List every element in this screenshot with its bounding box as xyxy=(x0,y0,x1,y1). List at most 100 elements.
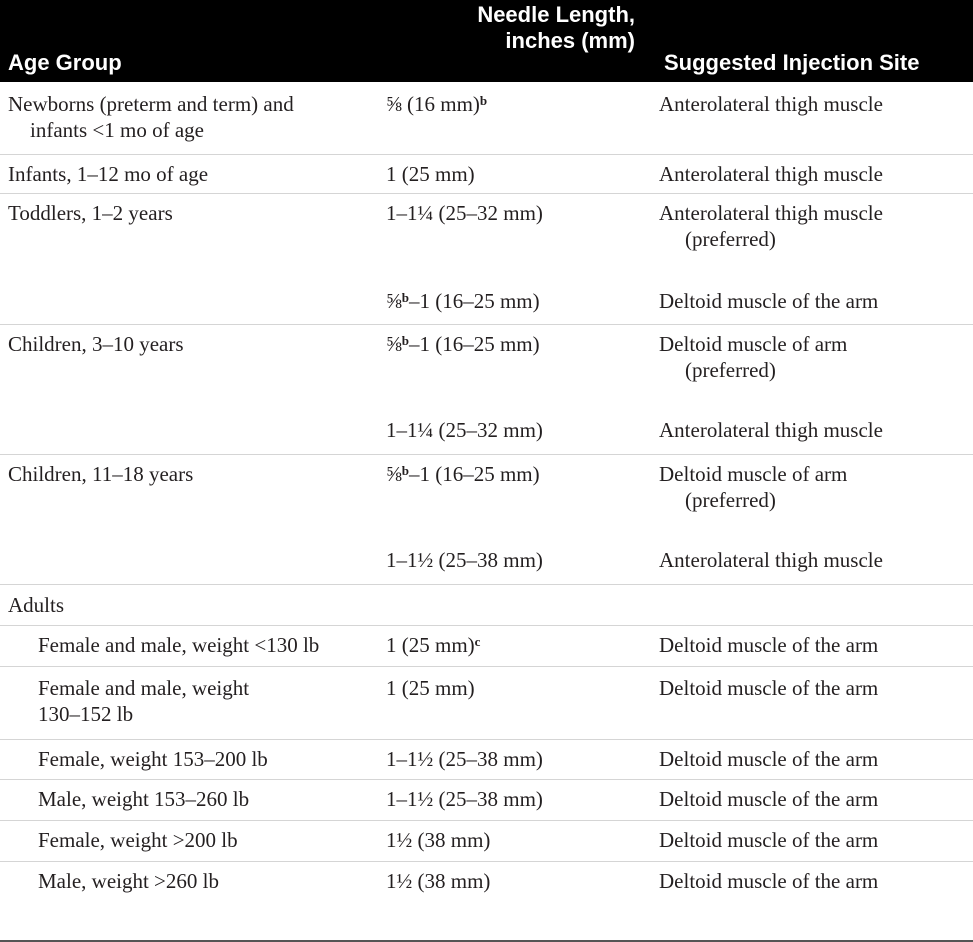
footnote-ref: b xyxy=(401,290,409,305)
injection-site-cell: Anterolateral thigh muscle (preferred) xyxy=(659,200,969,252)
injection-site-cell: Deltoid muscle of the arm xyxy=(659,868,969,894)
age-group-cell: Toddlers, 1–2 years xyxy=(8,200,378,226)
injection-site-cell: Anterolateral thigh muscle xyxy=(659,91,969,117)
needle-length-text: ⅝ xyxy=(386,462,402,486)
injection-site-text: Deltoid muscle of arm xyxy=(659,332,848,356)
table-row: 1–1½ (25–38 mm) Anterolateral thigh musc… xyxy=(0,537,973,585)
age-group-text: Female, weight 153–200 lb xyxy=(38,747,268,771)
needle-length-text-cont: –1 (16–25 mm) xyxy=(408,289,540,313)
needle-length-text: 1–1¼ (25–32 mm) xyxy=(386,418,543,442)
needle-length-text: ⅝ xyxy=(386,289,402,313)
table-row: Children, 11–18 years ⅝b–1 (16–25 mm) De… xyxy=(0,455,973,537)
injection-site-cell: Deltoid muscle of the arm xyxy=(659,746,969,772)
age-group-cell: Female and male, weight 130–152 lb xyxy=(38,675,378,727)
injection-site-text: Deltoid muscle of arm xyxy=(659,462,848,486)
age-group-text: Adults xyxy=(8,593,65,617)
age-group-cell: Female, weight 153–200 lb xyxy=(38,746,378,772)
needle-length-text: 1½ (38 mm) xyxy=(386,869,491,893)
needle-length-text: 1–1½ (25–38 mm) xyxy=(386,548,543,572)
needle-length-text: 1 (25 mm) xyxy=(386,676,475,700)
table-row: Male, weight >260 lb 1½ (38 mm) Deltoid … xyxy=(0,862,973,942)
needle-length-cell: 1 (25 mm) xyxy=(386,161,646,187)
needle-length-cell: 1½ (38 mm) xyxy=(386,827,646,853)
injection-site-cell: Deltoid muscle of the arm xyxy=(659,675,969,701)
table-row: Female and male, weight <130 lb 1 (25 mm… xyxy=(0,626,973,667)
injection-site-text: Anterolateral thigh muscle xyxy=(659,548,883,572)
injection-site-cell: Anterolateral thigh muscle xyxy=(659,547,969,573)
injection-site-cell: Deltoid muscle of the arm xyxy=(659,288,969,314)
needle-length-cell: 1–1¼ (25–32 mm) xyxy=(386,200,646,226)
table-row: ⅝b–1 (16–25 mm) Deltoid muscle of the ar… xyxy=(0,278,973,325)
injection-site-text-cont: (preferred) xyxy=(685,227,776,251)
needle-length-cell: ⅝b–1 (16–25 mm) xyxy=(386,288,646,314)
footnote-ref: b xyxy=(401,333,409,348)
needle-length-cell: 1 (25 mm)c xyxy=(386,632,646,658)
age-group-text: Children, 11–18 years xyxy=(8,462,194,486)
needle-length-text-cont: –1 (16–25 mm) xyxy=(408,332,540,356)
age-group-cell: Newborns (preterm and term) and infants … xyxy=(8,91,378,143)
injection-site-text: Deltoid muscle of the arm xyxy=(659,828,879,852)
age-group-text-cont: 130–152 lb xyxy=(38,702,134,726)
age-group-cell: Female, weight >200 lb xyxy=(38,827,378,853)
needle-length-cell: 1–1½ (25–38 mm) xyxy=(386,746,646,772)
needle-length-text: 1–1¼ (25–32 mm) xyxy=(386,201,543,225)
header-injection-site: Suggested Injection Site xyxy=(664,50,920,75)
age-group-text-cont: infants <1 mo of age xyxy=(30,118,204,142)
table-header: Age Group Needle Length, inches (mm) Sug… xyxy=(0,0,973,82)
footnote-ref: b xyxy=(479,93,488,108)
injection-site-text-cont: (preferred) xyxy=(685,488,776,512)
needle-length-cell: 1–1½ (25–38 mm) xyxy=(386,786,646,812)
header-age-group: Age Group xyxy=(8,50,122,75)
injection-site-text: Deltoid muscle of the arm xyxy=(659,633,879,657)
needle-length-text: 1–1½ (25–38 mm) xyxy=(386,787,543,811)
footnote-ref: b xyxy=(401,463,409,478)
table-row: Children, 3–10 years ⅝b–1 (16–25 mm) Del… xyxy=(0,325,973,407)
needle-length-cell: ⅝ (16 mm)b xyxy=(386,91,646,117)
needle-length-text: 1 (25 mm) xyxy=(386,633,475,657)
header-needle-length-line1: Needle Length, xyxy=(477,2,635,27)
table-row: 1–1¼ (25–32 mm) Anterolateral thigh musc… xyxy=(0,407,973,455)
needle-length-cell: 1½ (38 mm) xyxy=(386,868,646,894)
age-group-text: Female and male, weight xyxy=(38,676,250,700)
table-row: Female, weight >200 lb 1½ (38 mm) Deltoi… xyxy=(0,821,973,862)
age-group-cell: Infants, 1–12 mo of age xyxy=(8,161,378,187)
needle-length-cell: ⅝b–1 (16–25 mm) xyxy=(386,331,646,357)
injection-site-text: Anterolateral thigh muscle xyxy=(659,418,883,442)
table-row: Infants, 1–12 mo of age 1 (25 mm) Antero… xyxy=(0,155,973,194)
needle-length-cell: 1 (25 mm) xyxy=(386,675,646,701)
needle-length-cell: 1–1½ (25–38 mm) xyxy=(386,547,646,573)
injection-site-text: Deltoid muscle of the arm xyxy=(659,676,879,700)
age-group-cell: Children, 3–10 years xyxy=(8,331,378,357)
injection-site-text: Anterolateral thigh muscle xyxy=(659,92,883,116)
needle-length-text: 1–1½ (25–38 mm) xyxy=(386,747,543,771)
injection-site-cell: Deltoid muscle of the arm xyxy=(659,827,969,853)
age-group-cell: Children, 11–18 years xyxy=(8,461,378,487)
injection-site-text-cont: (preferred) xyxy=(685,358,776,382)
table-row: Toddlers, 1–2 years 1–1¼ (25–32 mm) Ante… xyxy=(0,194,973,278)
age-group-text: Toddlers, 1–2 years xyxy=(8,201,173,225)
needle-length-text: ⅝ xyxy=(386,332,402,356)
age-group-cell: Male, weight 153–260 lb xyxy=(38,786,378,812)
injection-site-cell: Anterolateral thigh muscle xyxy=(659,417,969,443)
table-row: Female, weight 153–200 lb 1–1½ (25–38 mm… xyxy=(0,740,973,780)
age-group-text: Newborns (preterm and term) and xyxy=(8,92,294,116)
age-group-cell: Male, weight >260 lb xyxy=(38,868,378,894)
injection-site-text: Anterolateral thigh muscle xyxy=(659,201,883,225)
injection-site-cell: Anterolateral thigh muscle xyxy=(659,161,969,187)
needle-length-cell: ⅝b–1 (16–25 mm) xyxy=(386,461,646,487)
injection-site-text: Anterolateral thigh muscle xyxy=(659,162,883,186)
table-row: Newborns (preterm and term) and infants … xyxy=(0,82,973,155)
injection-site-text: Deltoid muscle of the arm xyxy=(659,747,879,771)
needle-length-cell: 1–1¼ (25–32 mm) xyxy=(386,417,646,443)
injection-site-text: Deltoid muscle of the arm xyxy=(659,289,879,313)
age-group-text: Female, weight >200 lb xyxy=(38,828,238,852)
age-group-text: Male, weight >260 lb xyxy=(38,869,219,893)
table-row-group-heading: Adults xyxy=(0,585,973,626)
needle-length-text: ⅝ (16 mm) xyxy=(386,92,480,116)
injection-site-cell: Deltoid muscle of arm (preferred) xyxy=(659,331,969,383)
age-group-text: Infants, 1–12 mo of age xyxy=(8,162,209,186)
table-row: Male, weight 153–260 lb 1–1½ (25–38 mm) … xyxy=(0,780,973,821)
age-group-text: Female and male, weight <130 lb xyxy=(38,633,320,657)
injection-site-text: Deltoid muscle of the arm xyxy=(659,787,879,811)
header-needle-length: Needle Length, inches (mm) xyxy=(383,2,635,54)
